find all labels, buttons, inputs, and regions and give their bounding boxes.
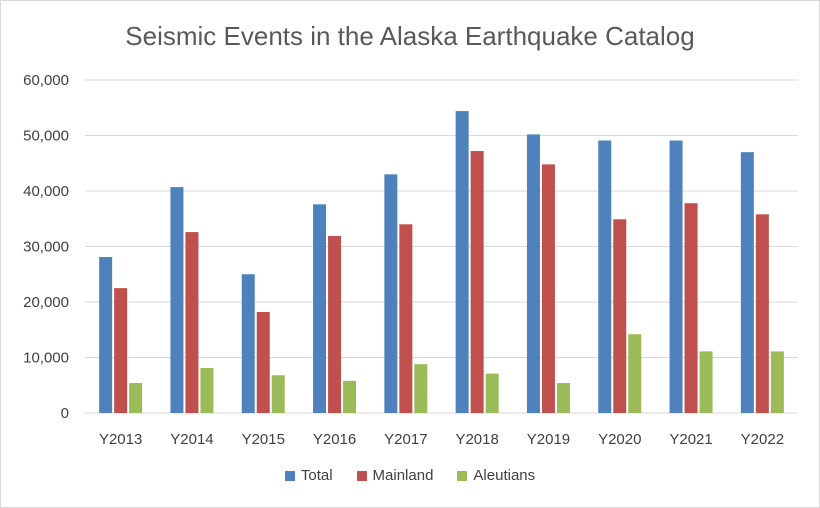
bar-mainland-y2015 [256, 311, 270, 413]
legend-swatch [457, 470, 468, 481]
bar-total-y2016 [313, 204, 327, 413]
bar-total-y2019 [526, 134, 540, 413]
x-tick-label: Y2017 [384, 431, 427, 448]
bar-aleutians-y2020 [628, 334, 642, 413]
y-tick-label: 30,000 [23, 239, 69, 256]
bar-total-y2022 [740, 152, 754, 413]
x-tick-label: Y2019 [527, 431, 570, 448]
bar-aleutians-y2013 [129, 383, 143, 413]
bar-aleutians-y2021 [699, 351, 713, 413]
bar-mainland-y2018 [470, 151, 484, 414]
bars [99, 111, 784, 414]
legend-item-aleutians: Aleutians [457, 467, 535, 484]
y-tick-label: 10,000 [23, 350, 69, 367]
bar-total-y2021 [669, 140, 683, 413]
legend-item-total: Total [284, 467, 333, 484]
bar-mainland-y2020 [613, 219, 627, 413]
y-tick-label: 40,000 [23, 183, 69, 200]
x-tick-label: Y2016 [313, 431, 356, 448]
legend-label: Total [300, 467, 333, 484]
x-tick-label: Y2014 [170, 431, 213, 448]
bar-mainland-y2013 [114, 288, 128, 413]
bar-mainland-y2014 [185, 232, 199, 413]
legend-swatch [284, 470, 295, 481]
bar-total-y2015 [241, 274, 255, 413]
bar-mainland-y2021 [684, 203, 698, 413]
bar-mainland-y2016 [328, 235, 342, 413]
y-tick-label: 60,000 [23, 72, 69, 89]
y-tick-label: 20,000 [23, 294, 69, 311]
bar-total-y2013 [99, 257, 113, 413]
legend-label: Aleutians [473, 467, 536, 484]
bar-mainland-y2017 [399, 224, 413, 413]
y-tick-label: 50,000 [23, 128, 69, 145]
bar-aleutians-y2022 [770, 351, 784, 413]
legend-item-mainland: Mainland [356, 467, 434, 484]
x-tick-label: Y2021 [669, 431, 712, 448]
x-tick-label: Y2015 [242, 431, 285, 448]
legend-label: Mainland [372, 467, 434, 484]
chart-title: Seismic Events in the Alaska Earthquake … [125, 21, 695, 51]
bar-aleutians-y2014 [200, 368, 214, 413]
x-tick-label: Y2018 [455, 431, 498, 448]
bar-aleutians-y2015 [271, 375, 285, 413]
legend: Total Mainland Aleutians [1, 467, 819, 484]
bar-mainland-y2019 [541, 164, 555, 413]
bar-total-y2020 [598, 140, 612, 413]
bar-aleutians-y2017 [414, 364, 428, 413]
bar-aleutians-y2016 [343, 380, 357, 413]
bar-total-y2014 [170, 187, 184, 413]
x-axis-labels: Y2013 Y2014 Y2015 Y2016 Y2017 Y2018 Y2019 Y2020… [99, 431, 784, 448]
bar-aleutians-y2018 [485, 373, 499, 413]
bar-mainland-y2022 [755, 214, 769, 413]
y-tick-label: 0 [61, 405, 69, 422]
legend-swatch [356, 470, 367, 481]
bar-aleutians-y2019 [556, 383, 570, 413]
x-tick-label: Y2020 [598, 431, 641, 448]
y-axis-labels: 0 10,000 20,000 30,000 40,000 50,000 60,000 [23, 72, 69, 422]
x-tick-label: Y2013 [99, 431, 142, 448]
bar-total-y2017 [384, 174, 398, 413]
x-tick-label: Y2022 [741, 431, 784, 448]
bar-total-y2018 [455, 111, 469, 413]
